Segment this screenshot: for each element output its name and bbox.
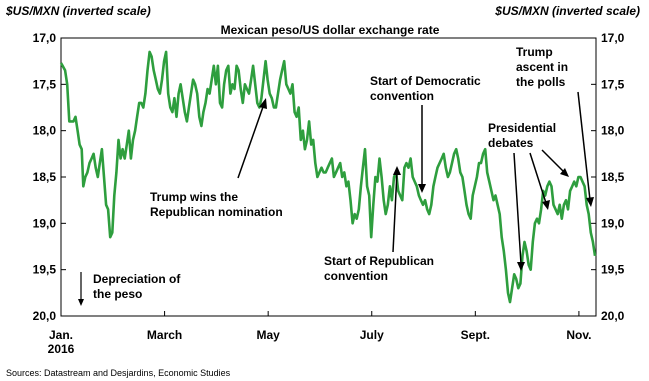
annotation-presidential-debates: Presidential debates (488, 121, 569, 271)
y-tick-label: 18,0 (33, 124, 57, 138)
left-axis-unit-label: $US/MXN (inverted scale) (5, 4, 151, 18)
annotation-arrow (541, 149, 565, 173)
annotation-democratic-convention: Start of Democratic convention (370, 74, 481, 193)
x-tick-label: Nov. (566, 328, 591, 342)
y-tick-label-right: 18,5 (601, 170, 625, 184)
annotation-text: the peso (93, 287, 142, 301)
arrow-head (586, 197, 594, 207)
annotation-text: convention (324, 269, 388, 283)
chart-title: Mexican peso/US dollar exchange rate (221, 23, 440, 37)
y-tick-label-right: 17,0 (601, 31, 625, 45)
annotation-text: Presidential (488, 121, 556, 135)
annotation-arrow (392, 171, 398, 253)
annotation-trump-nomination: Trump wins the Republican nomination (150, 98, 283, 219)
annotation-text: Republican nomination (150, 205, 283, 219)
left-y-axis: 17,0 17,5 18,0 18,5 19,0 19,5 20,0 (33, 31, 66, 323)
annotation-text: ascent in (516, 60, 568, 74)
y-tick-label-right: 19,5 (601, 263, 625, 277)
y-tick-label-right: 19,0 (601, 216, 625, 230)
y-tick-label: 17,5 (33, 77, 57, 91)
y-tick-label: 18,5 (33, 170, 57, 184)
x-axis: Jan.2016 March May July Sept. Nov. (48, 311, 591, 356)
x-tick-label: May (256, 328, 280, 342)
annotation-text: the polls (516, 75, 566, 89)
x-tick-label: Sept. (461, 328, 490, 342)
x-tick-label: Jan. (49, 328, 73, 342)
y-tick-label-right: 18,0 (601, 124, 625, 138)
annotation-text: convention (370, 89, 434, 103)
annotation-arrow (513, 152, 522, 265)
y-tick-label-right: 17,5 (601, 77, 625, 91)
annotation-trump-ascent: Trump ascent in the polls (516, 45, 594, 207)
annotation-text: Trump (516, 45, 553, 59)
arrow-head (418, 184, 426, 193)
annotation-text: Trump wins the (150, 190, 238, 204)
annotation-text: Start of Republican (324, 254, 434, 268)
annotation-republican-convention: Start of Republican convention (324, 166, 434, 283)
annotation-depreciation: Depreciation of the peso (78, 272, 181, 306)
y-tick-label: 17,0 (33, 31, 57, 45)
y-tick-label: 19,0 (33, 216, 57, 230)
arrow-head (259, 98, 267, 109)
arrow-head (393, 166, 401, 175)
x-tick-label: July (360, 328, 384, 342)
series-line-usd-mxn (59, 50, 597, 304)
right-y-axis: 17,0 17,5 18,0 18,5 19,0 19,5 20,0 (591, 31, 625, 323)
y-tick-label: 20,0 (33, 309, 57, 323)
y-tick-label-right: 20,0 (601, 309, 625, 323)
annotation-arrow (577, 91, 591, 201)
arrow-head (560, 168, 569, 177)
annotation-text: Start of Democratic (370, 74, 481, 88)
annotation-text: Depreciation of (93, 272, 181, 286)
annotation-arrow (237, 103, 265, 179)
y-tick-label: 19,5 (33, 263, 57, 277)
arrow-head (517, 262, 525, 271)
annotation-arrow (529, 152, 547, 204)
annotation-text: debates (488, 136, 534, 150)
arrow-head (542, 200, 550, 210)
source-note: Sources: Datastream and Desjardins, Econ… (6, 368, 231, 378)
arrow-head (78, 299, 84, 306)
x-tick-label: March (147, 328, 182, 342)
x-tick-year: 2016 (48, 342, 75, 356)
right-axis-unit-label: $US/MXN (inverted scale) (494, 4, 640, 18)
